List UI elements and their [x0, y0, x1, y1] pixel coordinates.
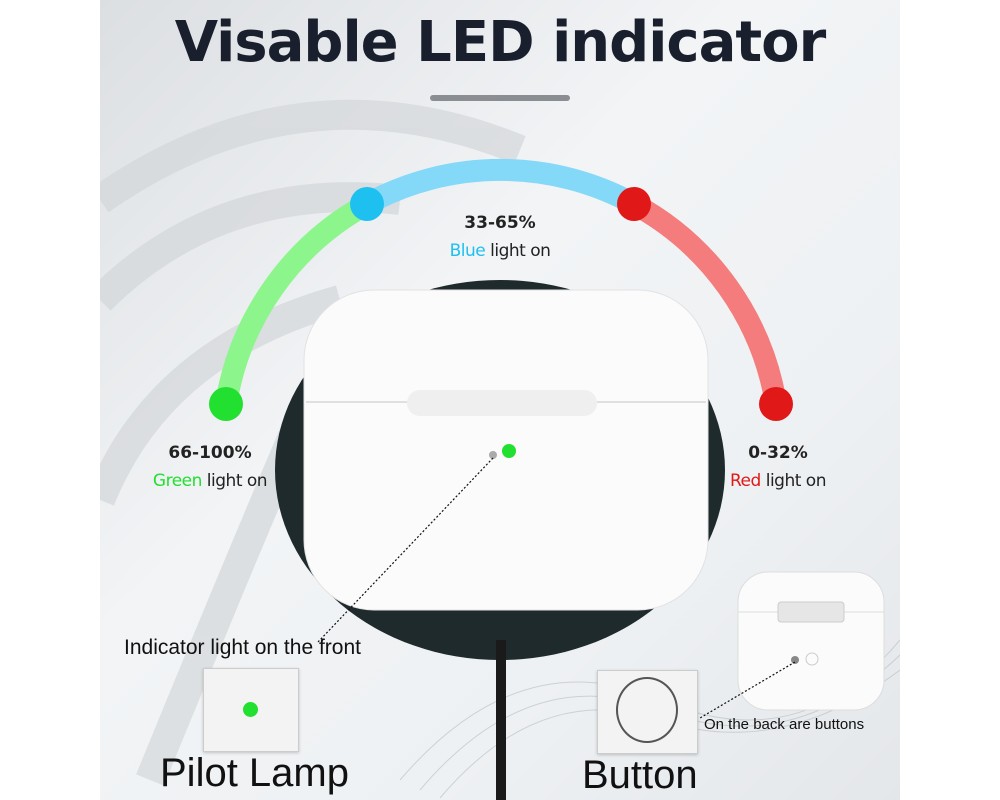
pilot-lamp-inset	[203, 668, 299, 752]
level-range-green: 66-100%	[168, 443, 252, 463]
button-label: Button	[582, 753, 698, 797]
level-label-green: Green light on	[152, 471, 268, 491]
level-range-red: 0-32%	[748, 443, 808, 463]
page-title: Visable LED indicator	[174, 10, 827, 75]
pilot-lamp-label: Pilot Lamp	[160, 751, 349, 795]
green-dot	[209, 387, 243, 421]
title-underline	[430, 95, 570, 101]
blue-dot	[350, 187, 384, 221]
front-led-icon	[502, 444, 516, 458]
earbuds-case-back	[737, 571, 885, 711]
background-swirls	[100, 99, 900, 799]
case-hinge-slot	[407, 390, 597, 416]
red-dot-start	[617, 187, 651, 221]
arc-red-segment	[628, 194, 787, 406]
charger-cable	[496, 640, 506, 800]
back-caption: On the back are buttons	[704, 716, 865, 733]
button-inset	[597, 670, 698, 754]
arc-green-segment	[215, 194, 373, 406]
pilot-lamp-dot-icon	[243, 702, 258, 717]
button-circle-icon	[616, 677, 678, 743]
arc-blue-segment	[361, 158, 640, 214]
front-caption: Indicator light on the front	[124, 636, 361, 659]
level-range-blue: 33-65%	[464, 213, 536, 233]
red-dot-end	[759, 387, 793, 421]
level-label-red: Red light on	[730, 471, 826, 491]
level-label-blue: Blue light on	[449, 241, 551, 261]
